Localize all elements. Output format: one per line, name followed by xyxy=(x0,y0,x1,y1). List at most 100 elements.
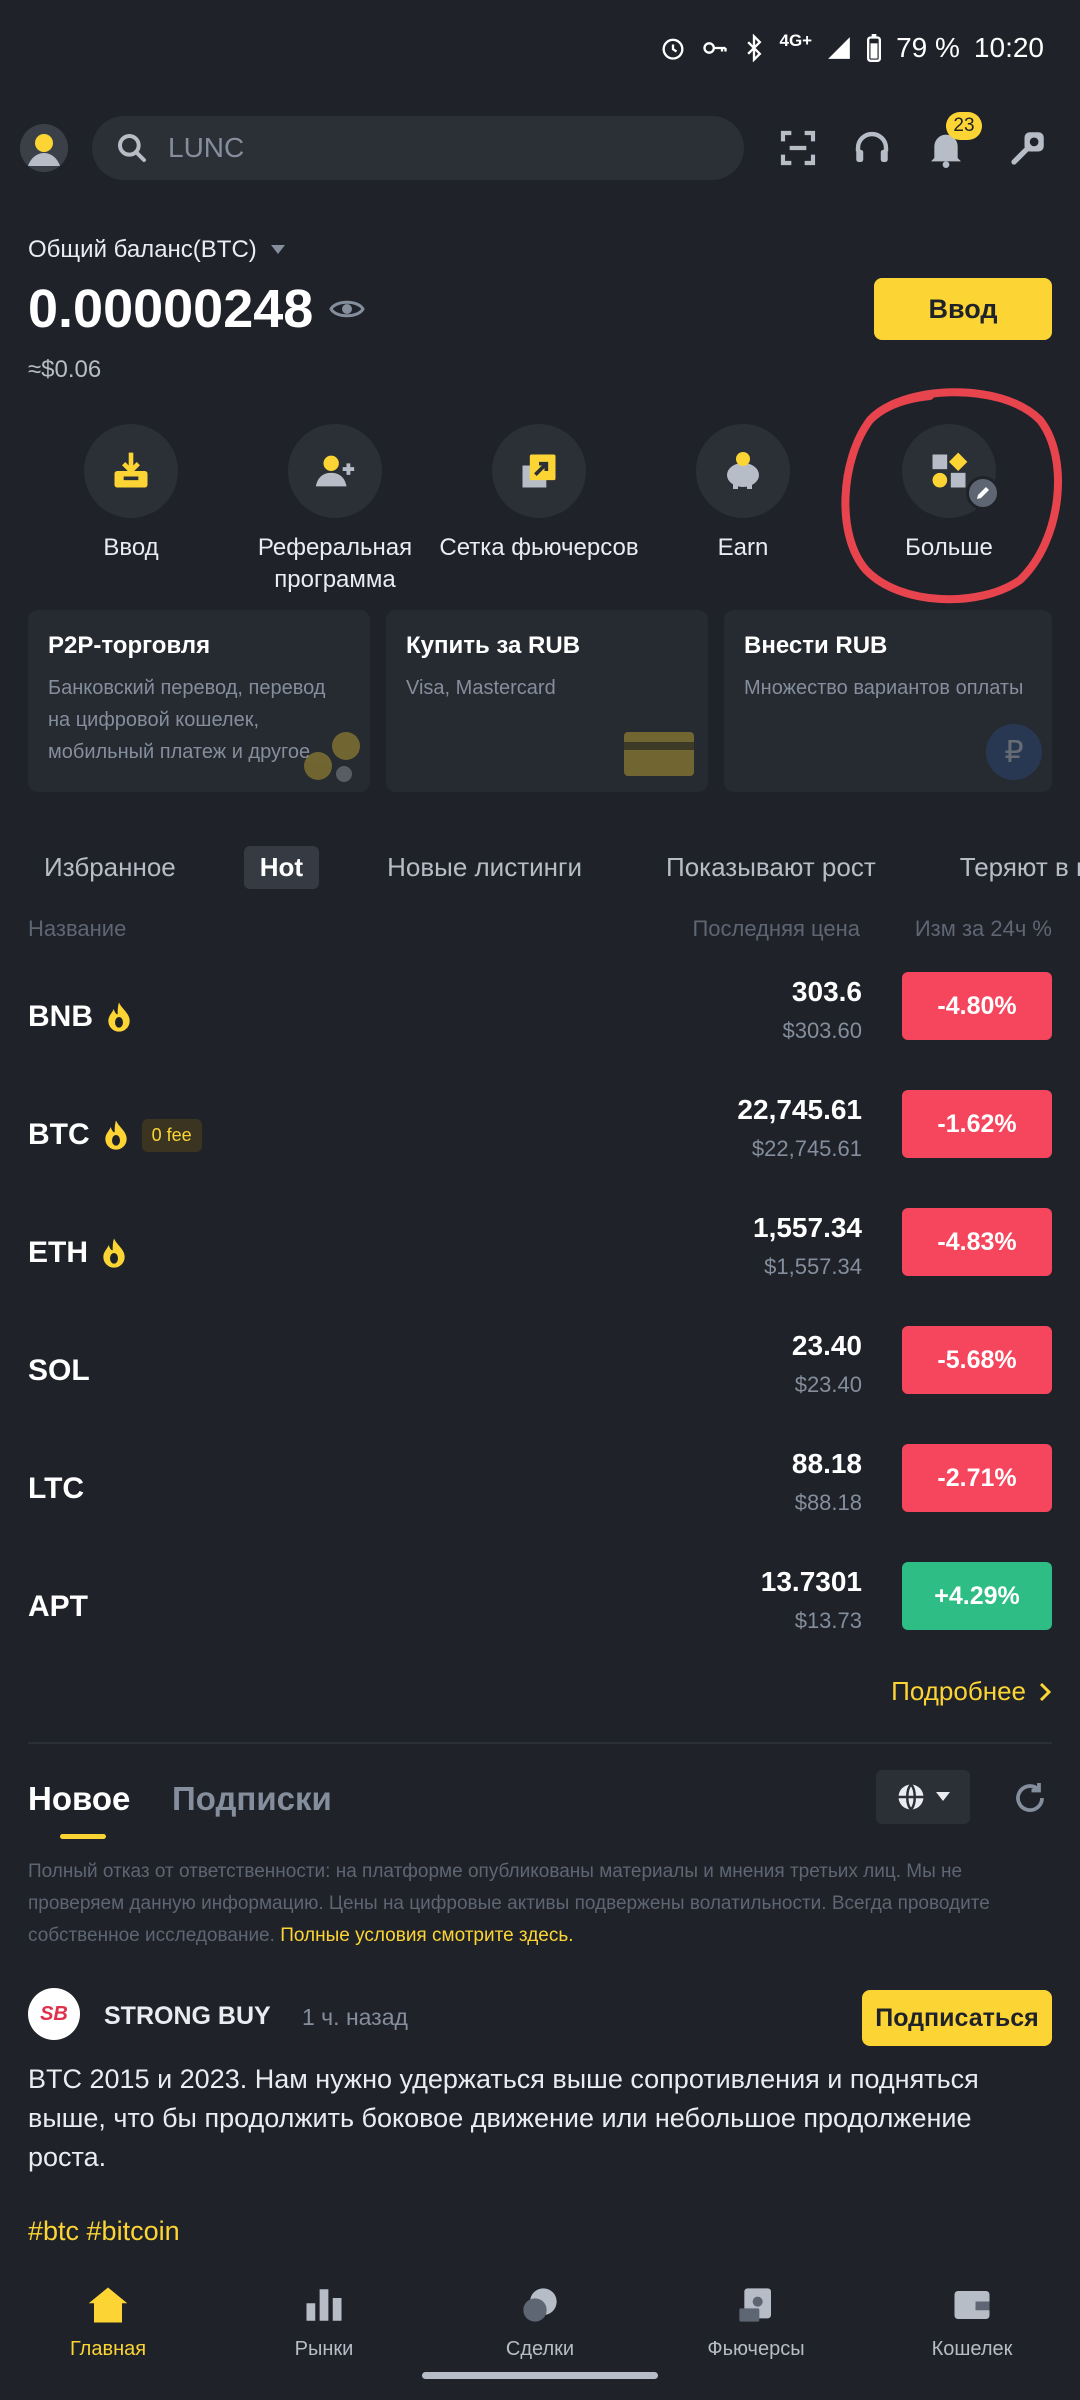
price-usd: $22,745.61 xyxy=(751,1136,862,1161)
gesture-home-indicator[interactable] xyxy=(422,2372,658,2379)
refresh-icon[interactable] xyxy=(1012,1780,1048,1816)
market-tabs: Избранное Hot Новые листинги Показывают … xyxy=(0,842,1080,892)
more-apps-icon xyxy=(932,452,968,488)
price-usd: $88.18 xyxy=(794,1490,862,1515)
quick-action-deposit[interactable]: Ввод xyxy=(31,424,231,564)
market-row-apt[interactable]: APT 13.7301 $13.73 +4.29% xyxy=(0,1554,1080,1672)
disclaimer-link[interactable]: Полные условия смотрите здесь. xyxy=(280,1925,574,1946)
market-row-bnb[interactable]: BNB 303.6 $303.60 -4.80% xyxy=(0,964,1080,1082)
globe-icon xyxy=(898,1783,924,1811)
battery-icon xyxy=(867,34,882,62)
column-header-change: Изм за 24ч % xyxy=(914,916,1052,941)
fire-icon xyxy=(104,1120,127,1150)
quick-action-label: Ввод xyxy=(103,534,159,561)
promo-card-buy-rub[interactable]: Купить за RUB Visa, Mastercard xyxy=(386,610,708,792)
quick-action-referral[interactable]: Реферальная программа xyxy=(235,424,435,596)
nav-home[interactable]: Главная xyxy=(0,2262,216,2400)
nav-wallet[interactable]: Кошелек xyxy=(864,2262,1080,2400)
nav-futures[interactable]: Фьючерсы xyxy=(648,2262,864,2400)
p2p-coins-icon xyxy=(304,732,360,782)
quick-action-label: Earn xyxy=(717,534,769,561)
futures-grid-icon xyxy=(522,454,556,488)
last-price: 23.40 xyxy=(791,1330,862,1361)
svg-text:₽: ₽ xyxy=(1004,735,1023,770)
search-placeholder: LUNC xyxy=(168,132,245,163)
tab-gainers[interactable]: Показывают рост xyxy=(666,851,876,882)
balance-label[interactable]: Общий баланс(BTC) xyxy=(28,236,285,264)
feed-tab-new[interactable]: Новое xyxy=(28,1780,131,1817)
search-bar[interactable]: LUNC xyxy=(92,116,744,180)
promo-card-title: Купить за RUB xyxy=(406,632,581,659)
market-row-eth[interactable]: ETH 1,557.34 $1,557.34 -4.83% xyxy=(0,1200,1080,1318)
change-badge[interactable]: +4.29% xyxy=(902,1562,1052,1630)
referral-link-button[interactable] xyxy=(1004,124,1052,172)
battery-level: 79 % xyxy=(896,32,960,63)
promo-card-deposit-rub[interactable]: Внести RUB Множество вариантов оплаты ₽ xyxy=(724,610,1052,792)
tab-new-listings[interactable]: Новые листинги xyxy=(387,851,583,882)
nav-label: Сделки xyxy=(505,2338,575,2360)
profile-avatar[interactable] xyxy=(20,124,68,172)
change-badge[interactable]: -4.83% xyxy=(902,1208,1052,1276)
market-row-sol[interactable]: SOL 23.40 $23.40 -5.68% xyxy=(0,1318,1080,1436)
clock: 10:20 xyxy=(973,32,1044,63)
network-type: 4G+ xyxy=(779,31,813,50)
promo-card-p2p[interactable]: P2P-торговля Банковский перевод, перевод… xyxy=(28,610,370,792)
quick-action-label: Больше xyxy=(905,534,993,561)
subscribe-button[interactable]: Подписаться xyxy=(862,1990,1052,2046)
post-body[interactable]: BTC 2015 и 2023. Нам нужно удержаться вы… xyxy=(28,2064,979,2172)
scan-button[interactable] xyxy=(774,124,822,172)
ruble-coin-icon: ₽ xyxy=(986,724,1042,780)
coin-symbol: ETH xyxy=(28,1236,88,1269)
balance-amount: 0.00000248 xyxy=(28,279,314,339)
gift-share-icon xyxy=(1011,132,1044,165)
quick-action-more[interactable]: Больше xyxy=(849,424,1049,564)
nav-label: Кошелек xyxy=(931,2338,1013,2360)
price-usd: $13.73 xyxy=(794,1608,862,1633)
post-hashtags[interactable]: #btc #bitcoin xyxy=(28,2216,180,2246)
market-row-btc[interactable]: BTC 0 fee 22,745.61 $22,745.61 -1.62% xyxy=(0,1082,1080,1200)
price-usd: $1,557.34 xyxy=(764,1254,862,1279)
avatar-text: SB xyxy=(40,2002,68,2025)
change-badge[interactable]: -1.62% xyxy=(902,1090,1052,1158)
nav-trades[interactable]: Сделки xyxy=(432,2262,648,2400)
fire-icon xyxy=(103,1238,125,1268)
quick-action-futures-grid[interactable]: Сетка фьючерсов xyxy=(439,424,639,564)
column-header-price: Последняя цена xyxy=(692,916,860,941)
tab-losers[interactable]: Теряют в цене xyxy=(959,851,1080,882)
status-bar: 4G+ 79 % 10:20 xyxy=(0,0,1080,100)
balance-label-text: Общий баланс(BTC) xyxy=(28,236,257,263)
last-price: 1,557.34 xyxy=(753,1212,862,1243)
change-badge[interactable]: -2.71% xyxy=(902,1444,1052,1512)
search-icon xyxy=(118,134,146,162)
deposit-button[interactable]: Ввод xyxy=(874,278,1052,340)
notifications-button[interactable] xyxy=(922,124,970,172)
quick-action-label: Реферальная программа xyxy=(257,534,413,593)
scan-icon xyxy=(780,130,816,166)
quick-action-earn[interactable]: Earn xyxy=(643,424,843,564)
market-row-ltc[interactable]: LTC 88.18 $88.18 -2.71% xyxy=(0,1436,1080,1554)
coin-symbol: LTC xyxy=(28,1472,85,1505)
edit-icon[interactable] xyxy=(966,476,1000,510)
caret-down-icon xyxy=(270,245,285,254)
last-price: 13.7301 xyxy=(760,1566,862,1597)
post-author-avatar[interactable]: SB xyxy=(28,1988,80,2040)
promo-card-title: P2P-торговля xyxy=(48,632,211,659)
last-price: 22,745.61 xyxy=(737,1094,862,1125)
support-button[interactable] xyxy=(848,124,896,172)
nav-label: Фьючерсы xyxy=(707,2338,805,2360)
change-badge[interactable]: -4.80% xyxy=(902,972,1052,1040)
balance-value: 0.00000248 xyxy=(28,278,366,340)
home-icon xyxy=(88,2287,128,2323)
tab-favorites[interactable]: Избранное xyxy=(44,851,176,882)
more-markets-link[interactable]: Подробнее xyxy=(891,1676,1052,1707)
language-filter-button[interactable] xyxy=(876,1770,970,1824)
coin-symbol: SOL xyxy=(28,1354,90,1387)
feed-tab-subscriptions[interactable]: Подписки xyxy=(172,1780,332,1817)
coin-symbol: APT xyxy=(28,1590,88,1623)
change-badge[interactable]: -5.68% xyxy=(902,1326,1052,1394)
eye-icon[interactable] xyxy=(329,296,366,322)
post-author-name[interactable]: STRONG BUY xyxy=(104,2002,271,2030)
tab-hot[interactable]: Hot xyxy=(243,845,320,889)
nav-markets[interactable]: Рынки xyxy=(216,2262,432,2400)
trades-icon xyxy=(523,2288,557,2322)
